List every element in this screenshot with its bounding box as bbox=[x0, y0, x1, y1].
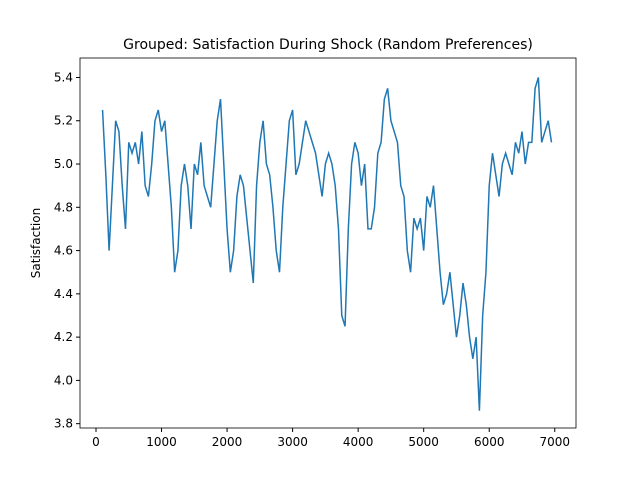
chart-title: Grouped: Satisfaction During Shock (Rand… bbox=[123, 37, 533, 53]
x-tick-label: 5000 bbox=[408, 435, 439, 449]
y-tick-label: 4.8 bbox=[54, 200, 73, 214]
y-tick-label: 4.2 bbox=[54, 330, 73, 344]
line bbox=[101, 77, 553, 411]
x-tick-label: 6000 bbox=[474, 435, 505, 449]
x-tick-label: 2000 bbox=[212, 435, 243, 449]
y-tick-label: 5.4 bbox=[54, 70, 73, 84]
y-tick-label: 3.8 bbox=[54, 417, 73, 431]
y-tick-label: 5.0 bbox=[54, 157, 73, 171]
y-tick-label: 4.0 bbox=[54, 373, 73, 387]
x-tick-label: 4000 bbox=[343, 435, 374, 449]
y-tick-label: 4.4 bbox=[54, 287, 73, 301]
x-tick-label: 3000 bbox=[277, 435, 308, 449]
y-tick-label: 5.2 bbox=[54, 114, 73, 128]
plot-frame bbox=[79, 57, 577, 429]
x-tick-label: 7000 bbox=[539, 435, 570, 449]
x-tick-label: 0 bbox=[92, 435, 100, 449]
y-tick-label: 4.6 bbox=[54, 244, 73, 258]
y-axis-label: Satisfaction bbox=[29, 208, 43, 278]
x-tick-label: 1000 bbox=[146, 435, 177, 449]
